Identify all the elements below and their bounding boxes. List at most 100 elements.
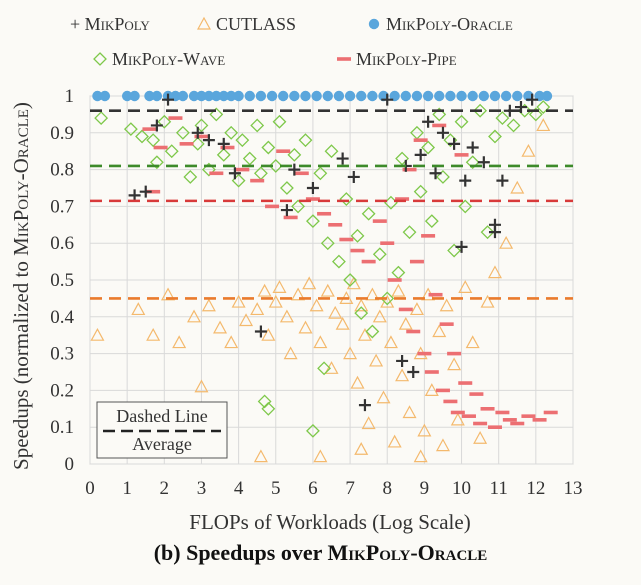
- mikpoly-oracle-legend-label: MikPoly-Oracle: [386, 14, 513, 34]
- mikpoly-point-stroke: [396, 354, 409, 367]
- mikpoly-pipe-point: [439, 322, 454, 326]
- cutlass-point: [346, 276, 361, 290]
- mikpoly-point-stroke: [514, 101, 527, 114]
- figure-caption: (b) Speedups over MikPoly-Oracle: [0, 540, 641, 566]
- mikpoly-wave-point: [458, 199, 473, 214]
- mikpoly-pipe-point: [276, 149, 291, 153]
- mikpoly-pipe-point: [317, 211, 332, 216]
- mikpoly-wave-point: [436, 170, 450, 184]
- x-tick-label: 7: [345, 478, 355, 499]
- mikpoly-point-stroke: [407, 366, 420, 378]
- mikpoly-point: [429, 167, 442, 180]
- cutlass-point: [387, 434, 402, 448]
- mikpoly-wave-point: [164, 144, 179, 159]
- cutlass-point: [343, 346, 358, 360]
- mikpoly-point: [358, 399, 371, 412]
- cutlass-point: [161, 287, 176, 301]
- mikpoly-wave-point: [395, 151, 410, 166]
- mikpoly-point-stroke: [254, 325, 267, 338]
- mikpoly-oracle-point: [400, 90, 412, 102]
- mikpoly-wave-point: [123, 122, 138, 137]
- mikpoly-oracle-point: [422, 90, 434, 102]
- mikpoly-oracle-point: [445, 90, 456, 102]
- cutlass-point: [354, 298, 369, 312]
- cutlass-point: [268, 294, 283, 308]
- mikpoly-pipe-point: [454, 153, 469, 157]
- mikpoly-pipe-point: [350, 248, 365, 253]
- mikpoly-point: [436, 126, 449, 139]
- mikpoly-oracle-point: [92, 90, 103, 102]
- mikpoly-oracle-point: [300, 90, 311, 102]
- mikpoly-pipe-point: [510, 421, 525, 426]
- mikpoly-pipe-point: [473, 421, 488, 426]
- average-box-line2: Average: [132, 434, 192, 454]
- mikpoly-wave-point: [488, 129, 502, 144]
- mikpoly-oracle-point: [333, 90, 345, 102]
- mikpoly-pipe-point: [543, 410, 558, 415]
- y-axis-label-prefix: Speedups (normalized to: [9, 256, 33, 470]
- cutlass-point: [90, 327, 105, 341]
- cutlass-point: [369, 353, 384, 367]
- mikpoly-wave-point: [380, 291, 395, 306]
- y-tick-label: 0.2: [50, 380, 74, 401]
- cutlass-point: [253, 449, 268, 463]
- mikpoly-pipe-point: [432, 123, 447, 128]
- mikpoly-point: [422, 115, 435, 128]
- mikpoly-oracle-point: [322, 90, 333, 102]
- cutlass-point: [172, 335, 187, 349]
- mikpoly-oracle-point: [144, 90, 155, 102]
- mikpoly-point-stroke: [448, 137, 461, 150]
- mikpoly-wave-point: [365, 324, 380, 339]
- x-tick-label: 4: [234, 478, 244, 499]
- mikpoly-oracle-point: [289, 90, 300, 102]
- mikpoly-wave-point: [495, 111, 510, 125]
- mikpoly-point: [414, 148, 427, 161]
- y-tick-label: 0.1: [50, 417, 74, 438]
- cutlass-point: [450, 412, 465, 426]
- mikpoly-wave-point: [149, 155, 164, 170]
- mikpoly-wave-point: [313, 166, 328, 181]
- cutlass-point: [131, 302, 146, 316]
- cutlass-point: [335, 316, 350, 330]
- mikpoly-point-stroke: [477, 156, 490, 169]
- cutlass-point: [521, 143, 536, 157]
- cutlass-legend-label: CUTLASS: [216, 14, 296, 34]
- mikpoly-wave-point: [350, 228, 365, 243]
- cutlass-point: [224, 335, 239, 349]
- mikpoly-point-stroke: [414, 148, 427, 161]
- mikpoly-pipe-point: [294, 171, 309, 176]
- mikpoly-pipe-point: [387, 278, 402, 282]
- mikpoly-point: [459, 174, 472, 187]
- y-tick-label: 0.3: [50, 344, 74, 365]
- cutlass-point: [313, 449, 328, 463]
- y-axis-label-name: MikPoly-Oracle: [9, 109, 33, 256]
- mikpoly-oracle-point: [151, 90, 163, 102]
- legend: + MikPoly CUTLASS MikPoly-Oracle MikPoly-Wa…: [70, 14, 513, 69]
- cutlass-point: [432, 324, 447, 338]
- mikpoly-pipe-point: [450, 410, 465, 415]
- mikpoly-point: [228, 167, 241, 180]
- mikpoly-wave-legend-label: MikPoly-Wave: [112, 49, 225, 69]
- mikpoly-point-stroke: [381, 93, 394, 106]
- x-tick-label: 10: [452, 478, 471, 499]
- cutlass-point: [231, 294, 246, 308]
- mikpoly-point-stroke: [150, 119, 163, 132]
- mikpoly-oracle-point: [129, 90, 140, 102]
- mikpoly-wave-point: [473, 103, 488, 118]
- average-lines: [90, 109, 573, 300]
- mikpoly-wave-point: [224, 125, 239, 140]
- mikpoly-point-stroke: [488, 218, 501, 231]
- mikpoly-point-stroke: [436, 126, 449, 139]
- mikpoly-wave-point: [413, 184, 428, 199]
- mikpoly-pipe-point: [265, 204, 280, 209]
- mikpoly-wave-point: [402, 225, 417, 240]
- mikpoly-pipe-point: [402, 167, 417, 172]
- mikpoly-pipe-point: [424, 370, 439, 374]
- mikpoly-oracle-point: [121, 90, 133, 102]
- mikpoly-wave-point: [424, 214, 439, 229]
- cutlass-legend-marker: [196, 16, 212, 30]
- cutlass-point: [302, 276, 317, 290]
- mikpoly-wave-point: [209, 107, 224, 122]
- cutlass-point: [350, 375, 365, 389]
- mikpoly-pipe-point: [417, 351, 432, 356]
